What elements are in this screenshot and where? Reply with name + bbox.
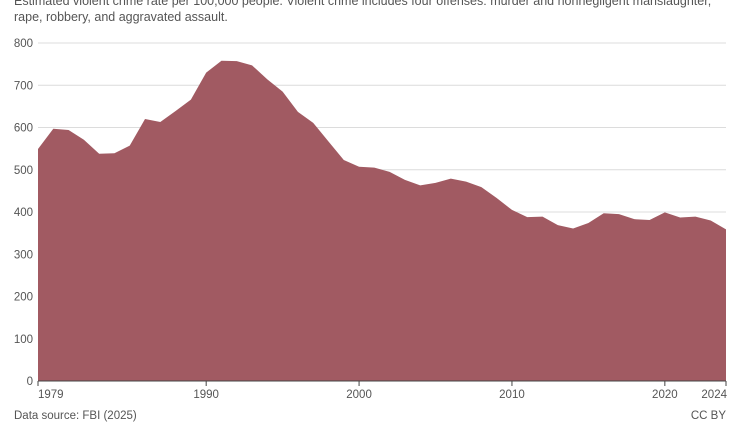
y-tick-label-600: 600	[14, 123, 33, 135]
y-tick-label-100: 100	[14, 334, 33, 346]
axis-layer: 0 100 200 300 400 500 600 700 800 1979 1990 2000 201…	[14, 38, 728, 401]
y-tick-label-700: 700	[14, 80, 33, 92]
area-series-violent-crime-rate	[38, 60, 726, 381]
x-tick-label-1979: 1979	[38, 389, 64, 401]
chart-subtitle: Estimated violent crime rate per 100,000…	[14, 0, 712, 24]
x-tick-label-2010: 2010	[499, 389, 525, 401]
y-tick-label-800: 800	[14, 38, 33, 50]
y-tick-label-400: 400	[14, 207, 33, 219]
x-tick-label-2024: 2024	[701, 389, 727, 401]
y-tick-label-300: 300	[14, 249, 33, 261]
y-tick-label-0: 0	[27, 376, 33, 388]
x-tick-label-2020: 2020	[652, 389, 678, 401]
area-layer	[38, 60, 726, 381]
data-source-note: Data source: FBI (2025)	[14, 410, 137, 422]
x-tick-label-1990: 1990	[193, 389, 219, 401]
y-tick-label-500: 500	[14, 165, 33, 177]
y-tick-label-200: 200	[14, 292, 33, 304]
x-tick-label-2000: 2000	[346, 389, 372, 401]
license-note: CC BY	[690, 410, 726, 422]
